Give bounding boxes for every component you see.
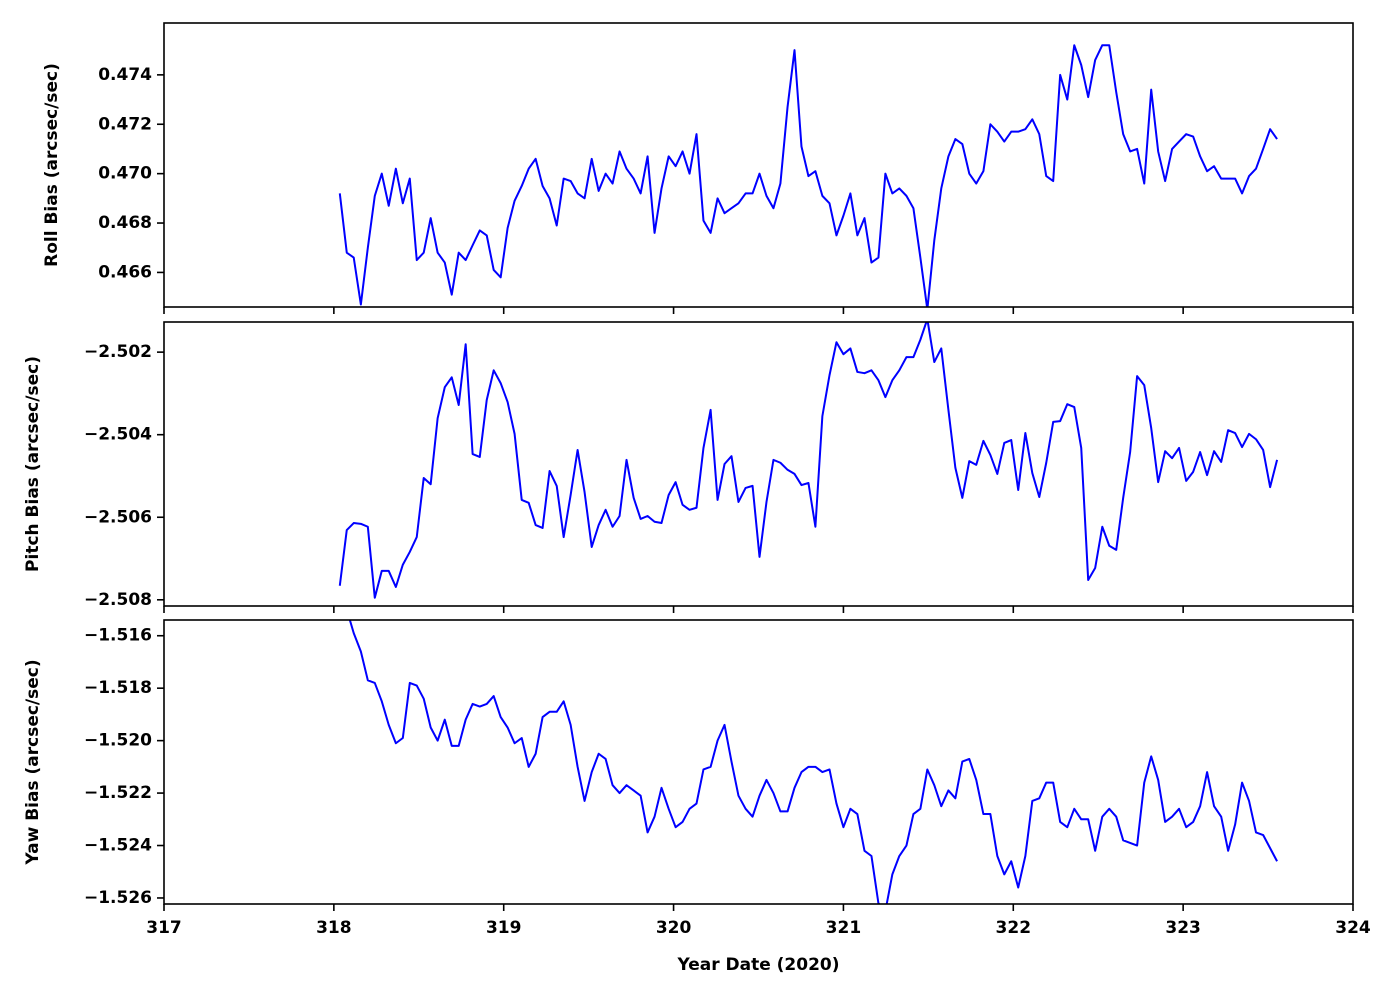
- y-tick-label: −1.518: [84, 678, 152, 698]
- y-tick-label: −2.506: [84, 507, 152, 527]
- y-axis-label: Roll Bias (arcsec/sec): [42, 63, 62, 267]
- x-tick-label: 318: [316, 918, 352, 938]
- data-line: [338, 44, 1278, 307]
- y-tick-label: −1.520: [84, 731, 152, 751]
- y-tick-label: 0.472: [98, 114, 152, 134]
- plot-area: [338, 322, 1279, 599]
- y-axis-label: Pitch Bias (arcsec/sec): [23, 356, 43, 572]
- x-axis-label: Year Date (2020): [676, 955, 839, 975]
- plot-area: [348, 620, 1278, 904]
- y-axis-label: Yaw Bias (arcsec/sec): [23, 659, 43, 865]
- frame: [163, 619, 1354, 905]
- x-tick-label: 319: [486, 918, 522, 938]
- x-tick-label: 324: [1335, 918, 1371, 938]
- y-tick-label: 0.466: [98, 262, 152, 282]
- y-tick-label: 0.474: [98, 65, 152, 85]
- y-tick-label: −2.502: [84, 342, 152, 362]
- y-tick-label: 0.470: [98, 164, 152, 184]
- x-tick-label: 317: [146, 918, 182, 938]
- y-tick-label: −2.508: [84, 590, 152, 610]
- x-tick-label: 322: [996, 918, 1032, 938]
- plot-area: [338, 44, 1278, 307]
- y-tick-label: −1.524: [84, 836, 152, 856]
- frame: [163, 22, 1354, 308]
- x-tick-label: 323: [1165, 918, 1201, 938]
- y-tick-label: −2.504: [84, 425, 152, 445]
- y-tick-label: −1.522: [84, 783, 152, 803]
- frame: [163, 321, 1354, 607]
- x-tick-label: 321: [826, 918, 862, 938]
- data-line: [338, 322, 1279, 599]
- data-line: [348, 620, 1278, 904]
- y-tick-label: −1.526: [84, 888, 152, 908]
- y-tick-label: −1.516: [84, 626, 152, 646]
- y-tick-label: 0.468: [98, 213, 152, 233]
- x-tick-label: 320: [656, 918, 692, 938]
